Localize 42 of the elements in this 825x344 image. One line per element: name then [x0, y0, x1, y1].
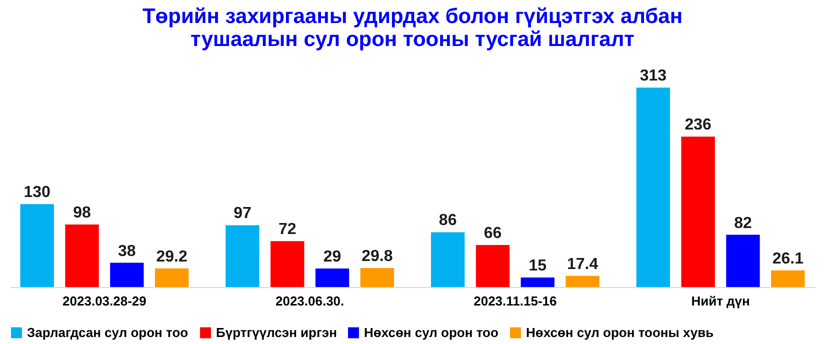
- x-tick-label: 2023.06.30.: [275, 294, 344, 308]
- data-label: 97: [234, 205, 252, 222]
- data-label: 72: [278, 221, 296, 238]
- data-label: 98: [73, 204, 92, 222]
- bar: [270, 241, 304, 287]
- data-label: 15: [528, 257, 547, 274]
- x-tick-label: 2023.03.28-29: [62, 294, 146, 308]
- legend-label: Зарлагдсан сул орон тоо: [27, 324, 188, 340]
- bar: [476, 244, 510, 287]
- bar: [566, 276, 600, 287]
- x-tick-label: Нийт дүн: [691, 294, 750, 308]
- bar: [430, 232, 465, 287]
- bar: [636, 88, 670, 287]
- data-label: 236: [684, 116, 712, 134]
- data-label: 86: [438, 212, 457, 230]
- data-label: 26.1: [772, 250, 804, 268]
- data-label: 82: [734, 214, 752, 232]
- legend-label: Нөхсөн сул орон тоо: [364, 324, 498, 340]
- bar: [65, 224, 99, 287]
- text: тушаалын сул орон тооны тусгай шалгалт: [190, 28, 634, 51]
- bar: [226, 225, 260, 287]
- data-label: 38: [118, 242, 136, 260]
- bar: [360, 268, 394, 287]
- bar: [315, 268, 350, 287]
- bar: [771, 270, 805, 287]
- data-label: 313: [640, 68, 667, 85]
- data-label: 29.2: [156, 248, 188, 266]
- bar: [20, 204, 54, 287]
- bar: [681, 136, 715, 287]
- bar: [154, 268, 189, 287]
- data-label: 66: [484, 224, 502, 242]
- data-label: 29: [323, 248, 342, 266]
- bar: [520, 277, 554, 287]
- data-label: 29.8: [362, 248, 393, 266]
- text: Төрийн захиргааны удирдах болон гүйцэтгэх албан: [142, 5, 683, 28]
- data-label: 17.4: [566, 256, 598, 273]
- bar: [110, 262, 144, 287]
- legend-label: Бүртгүүлсэн иргэн: [216, 324, 337, 340]
- data-label: 130: [24, 184, 51, 202]
- legend-label: Нөхсөн сул орон тооны хувь: [526, 324, 714, 340]
- bar: [726, 234, 760, 287]
- x-tick-label: 2023.11.15-16: [474, 294, 557, 308]
